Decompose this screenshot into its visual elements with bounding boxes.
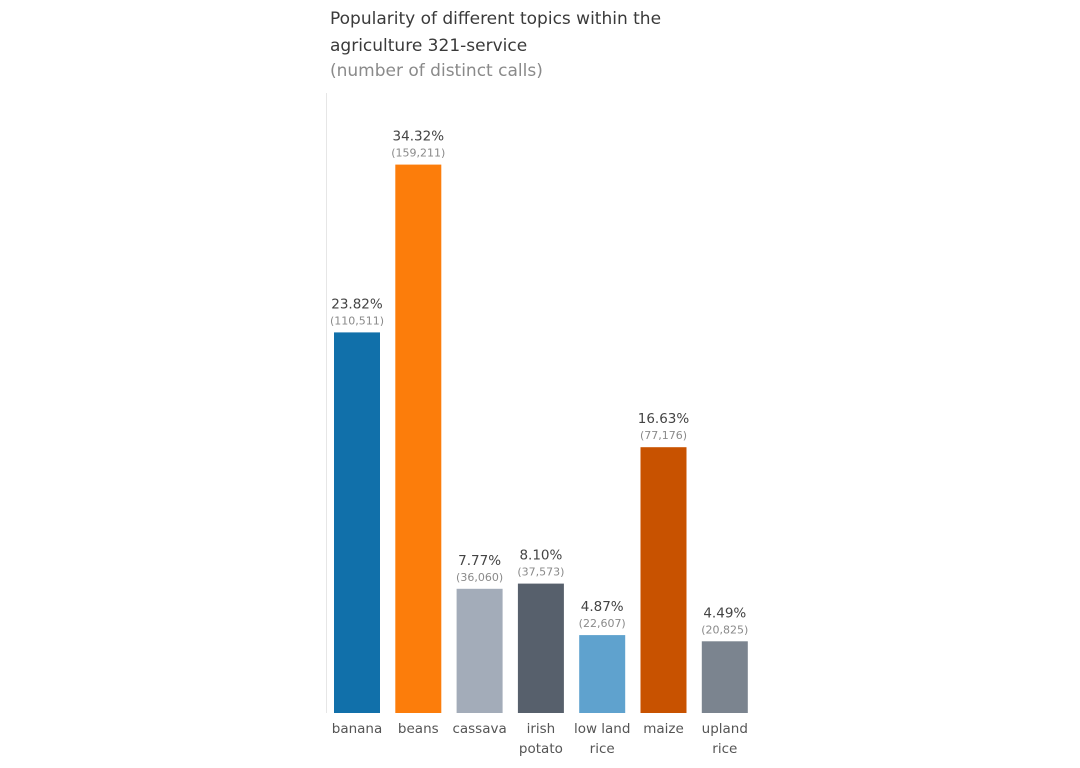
percent-label-irish-potato: 8.10% (519, 548, 562, 564)
x-tick-label-beans: beans (398, 721, 439, 737)
bar-banana[interactable] (334, 332, 380, 713)
x-tick-label-irish-potato-line-1: irish (527, 721, 556, 737)
percent-label-beans: 34.32% (393, 129, 445, 145)
x-tick-label-low-land-rice-line-2: rice (590, 741, 615, 757)
bar-cassava[interactable] (456, 588, 503, 713)
count-label-cassava: (36,060) (456, 571, 503, 584)
chart-title-line-1: Popularity of different topics within th… (330, 9, 662, 29)
x-tick-label-maize: maize (643, 721, 684, 737)
bar-beans[interactable] (395, 164, 442, 714)
bar-low-land-rice[interactable] (579, 635, 626, 713)
bars-group (334, 164, 748, 714)
count-label-upland-rice: (20,825) (701, 623, 748, 636)
chart-title-line-2: agriculture 321-service (330, 36, 528, 56)
percent-label-cassava: 7.77% (458, 553, 501, 569)
bar-irish-potato[interactable] (517, 583, 564, 713)
percent-label-banana: 23.82% (331, 296, 383, 312)
count-label-low-land-rice: (22,607) (579, 617, 626, 630)
x-tick-label-banana: banana (332, 721, 383, 737)
count-label-maize: (77,176) (640, 429, 687, 442)
x-tick-label-low-land-rice-line-1: low land (574, 721, 631, 737)
percent-label-upland-rice: 4.49% (703, 605, 746, 621)
percent-label-maize: 16.63% (638, 411, 690, 427)
labels-group: 23.82% (110,511) banana 34.32% (159,211) bean… (330, 129, 748, 757)
bar-upland-rice[interactable] (701, 641, 748, 713)
x-tick-label-upland-rice-line-2: rice (712, 741, 737, 757)
count-label-beans: (159,211) (391, 147, 445, 160)
chart-subtitle: (number of distinct calls) (330, 61, 543, 81)
x-tick-label-irish-potato-line-2: potato (519, 741, 563, 757)
percent-label-low-land-rice: 4.87% (581, 599, 624, 615)
x-tick-label-upland-rice-line-1: upland (702, 721, 748, 737)
x-tick-label-cassava: cassava (452, 721, 506, 737)
count-label-irish-potato: (37,573) (517, 566, 564, 579)
bar-maize[interactable] (640, 447, 687, 713)
count-label-banana: (110,511) (330, 314, 384, 327)
